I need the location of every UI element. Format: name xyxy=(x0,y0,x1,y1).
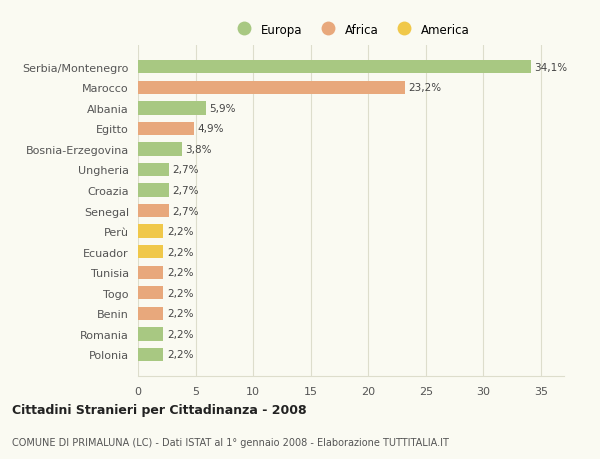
Bar xyxy=(138,246,163,259)
Bar xyxy=(138,143,182,156)
Text: 23,2%: 23,2% xyxy=(409,83,442,93)
Text: 2,2%: 2,2% xyxy=(167,309,193,319)
Bar xyxy=(138,204,169,218)
Text: 2,7%: 2,7% xyxy=(173,206,199,216)
Text: 2,2%: 2,2% xyxy=(167,268,193,278)
Text: 4,9%: 4,9% xyxy=(198,124,224,134)
Bar xyxy=(138,163,169,177)
Text: 2,7%: 2,7% xyxy=(173,185,199,196)
Bar xyxy=(138,307,163,320)
Text: 34,1%: 34,1% xyxy=(534,62,567,73)
Bar xyxy=(138,286,163,300)
Bar xyxy=(138,81,405,95)
Bar xyxy=(138,266,163,280)
Text: 2,2%: 2,2% xyxy=(167,329,193,339)
Text: COMUNE DI PRIMALUNA (LC) - Dati ISTAT al 1° gennaio 2008 - Elaborazione TUTTITAL: COMUNE DI PRIMALUNA (LC) - Dati ISTAT al… xyxy=(12,437,449,447)
Text: 2,7%: 2,7% xyxy=(173,165,199,175)
Text: 2,2%: 2,2% xyxy=(167,288,193,298)
Text: 2,2%: 2,2% xyxy=(167,247,193,257)
Text: 5,9%: 5,9% xyxy=(209,104,236,113)
Text: 2,2%: 2,2% xyxy=(167,350,193,360)
Legend: Europa, Africa, America: Europa, Africa, America xyxy=(227,19,475,41)
Bar xyxy=(138,225,163,238)
Text: 3,8%: 3,8% xyxy=(185,145,212,155)
Bar xyxy=(138,61,530,74)
Text: 2,2%: 2,2% xyxy=(167,227,193,237)
Bar xyxy=(138,328,163,341)
Bar xyxy=(138,184,169,197)
Text: Cittadini Stranieri per Cittadinanza - 2008: Cittadini Stranieri per Cittadinanza - 2… xyxy=(12,403,307,416)
Bar xyxy=(138,123,194,136)
Bar xyxy=(138,348,163,361)
Bar xyxy=(138,102,206,115)
